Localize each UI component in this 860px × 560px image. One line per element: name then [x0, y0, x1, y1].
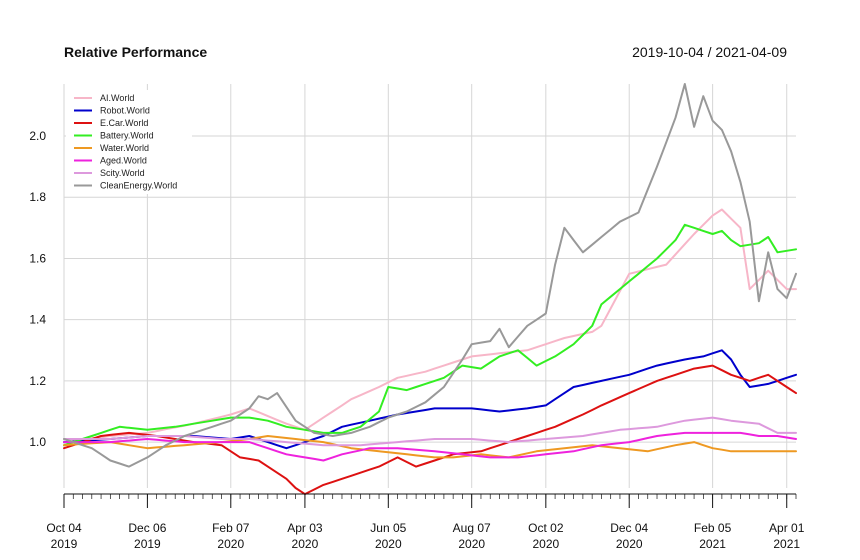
series-line-e-car-world [63, 364, 797, 496]
x-tick-label-year: 2021 [773, 537, 800, 551]
x-tick-label-year: 2019 [51, 537, 78, 551]
y-axis: 1.0 1.2 1.4 1.6 1.8 2.0 [29, 129, 46, 449]
chart-title: Relative Performance [64, 44, 207, 60]
x-tick-label-year: 2019 [134, 537, 161, 551]
y-tick-label: 2.0 [29, 129, 46, 143]
x-tick-label-date: Dec 04 [610, 521, 648, 535]
series-line-aged-world [63, 431, 797, 462]
legend-label: Aged.World [100, 156, 147, 166]
x-tick-label-date: Feb 07 [212, 521, 250, 535]
x-tick-label-date: Oct 02 [528, 521, 564, 535]
x-axis: Oct 04 2019 Dec 06 2019 Feb 07 2020 Apr 03 2020… [46, 493, 805, 551]
x-tick-label-year: 2020 [375, 537, 402, 551]
x-tick-label-date: Dec 06 [128, 521, 166, 535]
legend-background [66, 90, 192, 194]
legend-label: Scity.World [100, 168, 145, 178]
x-tick-label-date: Apr 01 [769, 521, 805, 535]
legend-label: E.Car.World [100, 118, 148, 128]
date-range: 2019-10-04 / 2021-04-09 [632, 44, 787, 60]
x-tick-label-date: Feb 05 [694, 521, 732, 535]
series-line-cleanenergy-world [63, 83, 797, 468]
series-line-ai-world [63, 208, 797, 444]
series-lines [63, 83, 797, 496]
x-tick-label-date: Aug 07 [453, 521, 491, 535]
legend-label: Battery.World [100, 131, 154, 141]
series-line-water-world [63, 435, 797, 459]
x-tick-label-year: 2020 [217, 537, 244, 551]
legend: AI.World Robot.World E.Car.World Battery.Wo… [66, 90, 192, 194]
y-tick-label: 1.0 [29, 435, 46, 449]
x-tick-label-date: Jun 05 [370, 521, 406, 535]
series-line-battery-world [63, 223, 797, 447]
x-tick-label-year: 2020 [616, 537, 643, 551]
x-tick-label-year: 2021 [699, 537, 726, 551]
x-tick-label-date: Apr 03 [287, 521, 323, 535]
y-tick-label: 1.2 [29, 374, 46, 388]
y-tick-label: 1.6 [29, 251, 46, 265]
legend-label: AI.World [100, 93, 134, 103]
x-tick-label-year: 2020 [532, 537, 559, 551]
y-tick-label: 1.4 [29, 313, 46, 327]
legend-label: CleanEnergy.World [100, 181, 177, 191]
x-tick-label-date: Oct 04 [46, 521, 82, 535]
x-tick-label-year: 2020 [292, 537, 319, 551]
x-tick-label-year: 2020 [458, 537, 485, 551]
legend-label: Water.World [100, 143, 149, 153]
legend-label: Robot.World [100, 106, 150, 116]
y-tick-label: 1.8 [29, 190, 46, 204]
